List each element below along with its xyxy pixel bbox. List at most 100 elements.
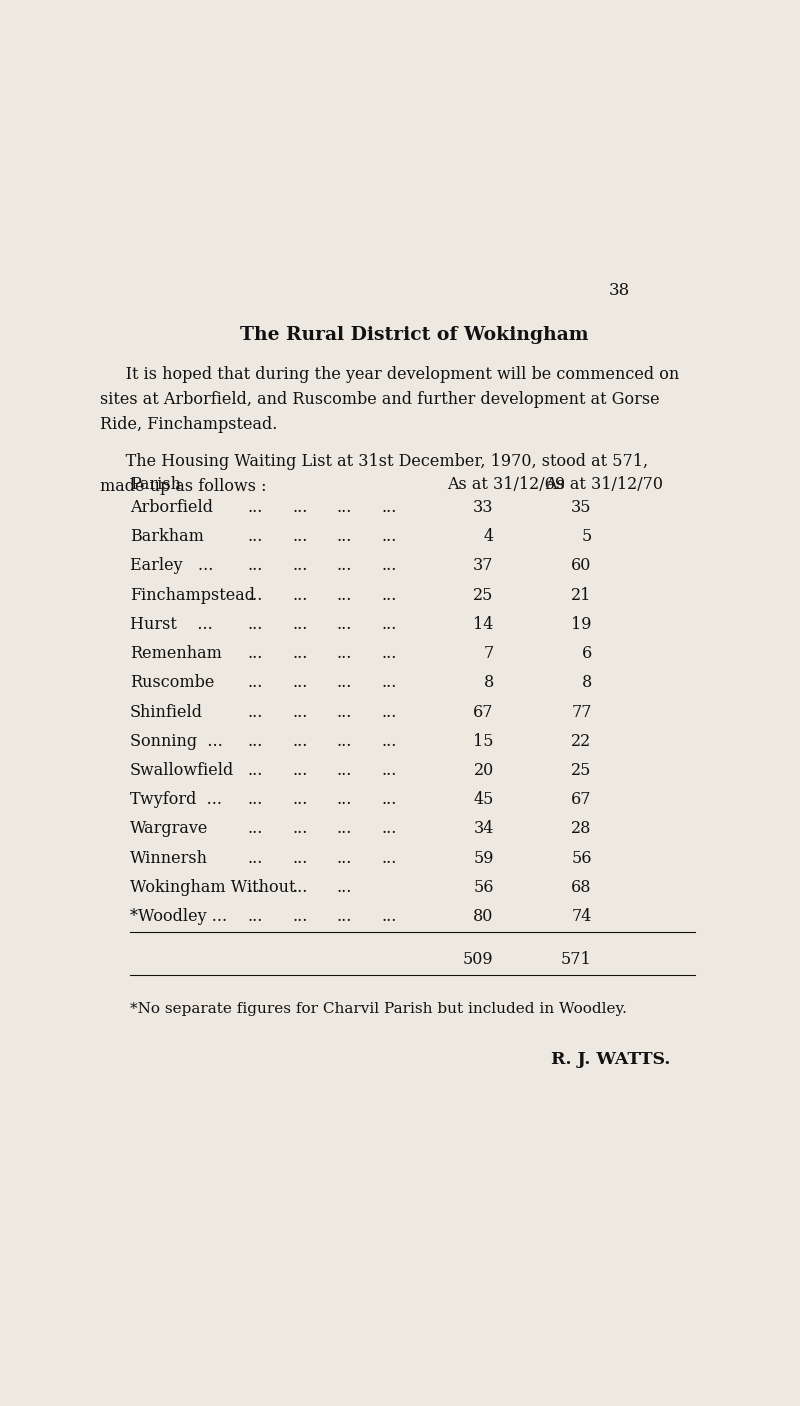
Text: ...: ... xyxy=(247,849,263,866)
Text: 35: 35 xyxy=(571,499,592,516)
Text: ...: ... xyxy=(382,529,397,546)
Text: 56: 56 xyxy=(571,849,592,866)
Text: ...: ... xyxy=(337,908,352,925)
Text: 80: 80 xyxy=(474,908,494,925)
Text: Wokingham Without: Wokingham Without xyxy=(130,879,295,896)
Text: ...: ... xyxy=(247,762,263,779)
Text: ...: ... xyxy=(292,908,307,925)
Text: Shinfield: Shinfield xyxy=(130,703,202,720)
Text: sites at Arborfield, and Ruscombe and further development at Gorse: sites at Arborfield, and Ruscombe and fu… xyxy=(100,391,660,408)
Text: 74: 74 xyxy=(571,908,592,925)
Text: ...: ... xyxy=(382,645,397,662)
Text: Swallowfield: Swallowfield xyxy=(130,762,234,779)
Text: ...: ... xyxy=(247,529,263,546)
Text: 509: 509 xyxy=(463,952,494,969)
Text: Remenham: Remenham xyxy=(130,645,222,662)
Text: ...: ... xyxy=(247,792,263,808)
Text: ...: ... xyxy=(247,908,263,925)
Text: ...: ... xyxy=(247,645,263,662)
Text: Parish: Parish xyxy=(130,477,181,494)
Text: Sonning  ...: Sonning ... xyxy=(130,733,222,749)
Text: ...: ... xyxy=(292,849,307,866)
Text: 37: 37 xyxy=(474,557,494,575)
Text: Twyford  ...: Twyford ... xyxy=(130,792,222,808)
Text: ...: ... xyxy=(382,499,397,516)
Text: Ruscombe: Ruscombe xyxy=(130,675,214,692)
Text: ...: ... xyxy=(247,703,263,720)
Text: ...: ... xyxy=(337,616,352,633)
Text: ...: ... xyxy=(337,645,352,662)
Text: The Rural District of Wokingham: The Rural District of Wokingham xyxy=(239,326,588,343)
Text: 56: 56 xyxy=(474,879,494,896)
Text: ...: ... xyxy=(382,703,397,720)
Text: ...: ... xyxy=(337,821,352,838)
Text: Finchampstead: Finchampstead xyxy=(130,586,254,603)
Text: ...: ... xyxy=(292,675,307,692)
Text: 22: 22 xyxy=(571,733,592,749)
Text: 45: 45 xyxy=(474,792,494,808)
Text: ...: ... xyxy=(337,792,352,808)
Text: The Housing Waiting List at 31st December, 1970, stood at 571,: The Housing Waiting List at 31st Decembe… xyxy=(100,454,648,471)
Text: Earley   ...: Earley ... xyxy=(130,557,213,575)
Text: 20: 20 xyxy=(474,762,494,779)
Text: ...: ... xyxy=(292,762,307,779)
Text: Barkham: Barkham xyxy=(130,529,204,546)
Text: ...: ... xyxy=(382,616,397,633)
Text: Ride, Finchampstead.: Ride, Finchampstead. xyxy=(100,416,278,433)
Text: As at 31/12/70: As at 31/12/70 xyxy=(545,477,663,494)
Text: 68: 68 xyxy=(571,879,592,896)
Text: 4: 4 xyxy=(483,529,494,546)
Text: ...: ... xyxy=(247,821,263,838)
Text: Hurst    ...: Hurst ... xyxy=(130,616,213,633)
Text: ...: ... xyxy=(292,733,307,749)
Text: ...: ... xyxy=(382,557,397,575)
Text: ...: ... xyxy=(292,557,307,575)
Text: ...: ... xyxy=(292,792,307,808)
Text: 67: 67 xyxy=(474,703,494,720)
Text: 38: 38 xyxy=(608,283,630,299)
Text: ...: ... xyxy=(382,792,397,808)
Text: ...: ... xyxy=(292,879,307,896)
Text: ...: ... xyxy=(337,529,352,546)
Text: 19: 19 xyxy=(571,616,592,633)
Text: ...: ... xyxy=(382,821,397,838)
Text: 21: 21 xyxy=(571,586,592,603)
Text: ...: ... xyxy=(337,703,352,720)
Text: ...: ... xyxy=(247,557,263,575)
Text: 6: 6 xyxy=(582,645,592,662)
Text: ...: ... xyxy=(247,616,263,633)
Text: 33: 33 xyxy=(474,499,494,516)
Text: 67: 67 xyxy=(571,792,592,808)
Text: 25: 25 xyxy=(571,762,592,779)
Text: ...: ... xyxy=(247,879,263,896)
Text: As at 31/12/69: As at 31/12/69 xyxy=(447,477,566,494)
Text: ...: ... xyxy=(292,703,307,720)
Text: *No separate figures for Charvil Parish but included in Woodley.: *No separate figures for Charvil Parish … xyxy=(130,1002,626,1017)
Text: *Woodley ...: *Woodley ... xyxy=(130,908,227,925)
Text: made up as follows :: made up as follows : xyxy=(100,478,266,495)
Text: ...: ... xyxy=(292,529,307,546)
Text: ...: ... xyxy=(337,762,352,779)
Text: 7: 7 xyxy=(483,645,494,662)
Text: ...: ... xyxy=(382,733,397,749)
Text: ...: ... xyxy=(337,499,352,516)
Text: 5: 5 xyxy=(582,529,592,546)
Text: ...: ... xyxy=(292,499,307,516)
Text: ...: ... xyxy=(337,586,352,603)
Text: ...: ... xyxy=(247,733,263,749)
Text: ...: ... xyxy=(247,586,263,603)
Text: 25: 25 xyxy=(474,586,494,603)
Text: ...: ... xyxy=(292,586,307,603)
Text: 15: 15 xyxy=(474,733,494,749)
Text: Arborfield: Arborfield xyxy=(130,499,213,516)
Text: It is hoped that during the year development will be commenced on: It is hoped that during the year develop… xyxy=(100,366,679,382)
Text: ...: ... xyxy=(337,557,352,575)
Text: ...: ... xyxy=(292,821,307,838)
Text: ...: ... xyxy=(337,733,352,749)
Text: 8: 8 xyxy=(483,675,494,692)
Text: ...: ... xyxy=(382,762,397,779)
Text: 14: 14 xyxy=(474,616,494,633)
Text: 571: 571 xyxy=(561,952,592,969)
Text: ...: ... xyxy=(382,586,397,603)
Text: Winnersh: Winnersh xyxy=(130,849,208,866)
